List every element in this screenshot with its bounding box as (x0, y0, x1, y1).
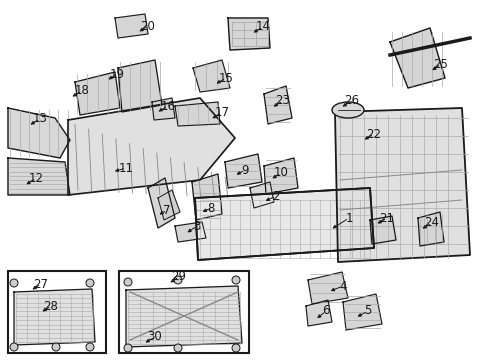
Polygon shape (249, 182, 273, 208)
Text: 29: 29 (171, 270, 186, 284)
Polygon shape (118, 60, 162, 112)
Polygon shape (8, 108, 70, 158)
Circle shape (124, 344, 132, 352)
Circle shape (174, 276, 182, 284)
Polygon shape (307, 272, 347, 304)
Text: 1: 1 (345, 211, 352, 225)
Polygon shape (264, 86, 291, 124)
Polygon shape (224, 154, 262, 188)
Text: 15: 15 (218, 72, 233, 85)
Polygon shape (14, 289, 95, 345)
Circle shape (124, 278, 132, 286)
Text: 10: 10 (273, 166, 288, 180)
Circle shape (231, 276, 240, 284)
Polygon shape (389, 28, 444, 88)
Text: 28: 28 (43, 300, 59, 312)
Polygon shape (342, 294, 381, 330)
Polygon shape (193, 60, 229, 92)
Text: 20: 20 (140, 19, 155, 32)
Polygon shape (264, 158, 297, 194)
Polygon shape (126, 286, 242, 347)
Polygon shape (115, 14, 148, 38)
Text: 22: 22 (366, 127, 381, 140)
Ellipse shape (331, 102, 363, 118)
Text: 5: 5 (364, 305, 371, 318)
Polygon shape (305, 300, 331, 326)
Polygon shape (175, 222, 205, 242)
Bar (8, 271, 106, 353)
Circle shape (52, 343, 60, 351)
Text: 9: 9 (241, 163, 248, 176)
Circle shape (86, 279, 94, 287)
Text: 2: 2 (272, 189, 279, 202)
Polygon shape (152, 98, 175, 120)
Text: 6: 6 (322, 305, 329, 318)
Polygon shape (148, 178, 175, 228)
Text: 21: 21 (379, 211, 394, 225)
Text: 3: 3 (193, 220, 200, 233)
Text: 8: 8 (207, 202, 214, 215)
Text: 4: 4 (339, 279, 346, 292)
Text: 18: 18 (74, 85, 89, 98)
Text: 13: 13 (33, 112, 47, 126)
Polygon shape (8, 158, 70, 195)
Circle shape (174, 344, 182, 352)
Text: 25: 25 (433, 58, 447, 71)
Polygon shape (158, 190, 180, 220)
Text: 24: 24 (424, 216, 439, 230)
Text: 30: 30 (147, 330, 162, 343)
Circle shape (10, 343, 18, 351)
Text: 11: 11 (118, 162, 133, 175)
Polygon shape (192, 174, 222, 220)
Polygon shape (227, 18, 269, 50)
Text: 23: 23 (275, 94, 290, 108)
Text: 27: 27 (34, 278, 48, 291)
Circle shape (86, 343, 94, 351)
Polygon shape (75, 72, 120, 115)
Circle shape (231, 344, 240, 352)
Circle shape (10, 279, 18, 287)
Polygon shape (334, 108, 469, 262)
Text: 19: 19 (109, 68, 124, 81)
Text: 17: 17 (214, 105, 229, 118)
Text: 7: 7 (163, 203, 170, 216)
Polygon shape (68, 98, 235, 195)
Text: 16: 16 (160, 99, 175, 112)
Polygon shape (417, 212, 443, 246)
Polygon shape (195, 188, 373, 260)
Text: 14: 14 (255, 21, 270, 33)
Bar (119, 271, 248, 353)
Polygon shape (175, 102, 220, 126)
Text: 26: 26 (344, 94, 359, 108)
Polygon shape (369, 216, 395, 244)
Text: 12: 12 (28, 171, 43, 184)
